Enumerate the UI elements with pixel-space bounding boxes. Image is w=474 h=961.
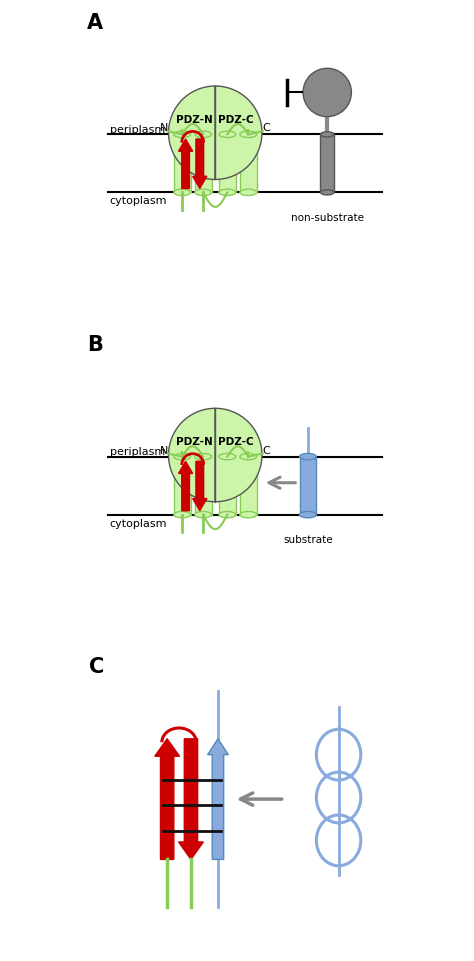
Ellipse shape [195, 512, 211, 518]
Ellipse shape [300, 512, 316, 518]
Ellipse shape [219, 190, 236, 196]
Text: PDZ-C: PDZ-C [219, 436, 254, 447]
Ellipse shape [195, 132, 211, 138]
Bar [195, 457, 211, 515]
Ellipse shape [174, 190, 191, 196]
Bar [300, 457, 316, 515]
Bar [219, 136, 236, 193]
Ellipse shape [219, 132, 236, 138]
Text: C: C [262, 445, 270, 456]
Wedge shape [215, 86, 262, 181]
FancyArrow shape [193, 462, 207, 511]
FancyArrow shape [179, 739, 203, 859]
Text: PDZ-C: PDZ-C [219, 114, 254, 125]
Ellipse shape [219, 512, 236, 518]
Ellipse shape [320, 190, 334, 196]
Ellipse shape [195, 454, 211, 460]
Text: C: C [90, 656, 105, 677]
Ellipse shape [300, 454, 316, 460]
Text: substrate: substrate [283, 534, 333, 544]
Text: N: N [160, 445, 169, 456]
Bar [195, 136, 211, 193]
Wedge shape [169, 86, 215, 181]
Text: PDZ-N: PDZ-N [176, 114, 213, 125]
Bar [174, 136, 191, 193]
Text: periplasm: periplasm [109, 446, 165, 456]
Bar [174, 457, 191, 515]
Ellipse shape [240, 512, 256, 518]
Ellipse shape [195, 190, 211, 196]
Ellipse shape [240, 190, 256, 196]
Text: cytoplasm: cytoplasm [109, 196, 167, 207]
Text: N: N [160, 123, 169, 134]
Ellipse shape [174, 512, 191, 518]
Text: cytoplasm: cytoplasm [109, 518, 167, 529]
Ellipse shape [219, 454, 236, 460]
Bar [240, 136, 256, 193]
Bar [219, 457, 236, 515]
Wedge shape [169, 408, 215, 503]
Circle shape [303, 69, 351, 117]
FancyArrow shape [155, 739, 180, 859]
Ellipse shape [240, 454, 256, 460]
FancyArrow shape [193, 140, 207, 189]
Wedge shape [215, 408, 262, 503]
Text: A: A [87, 12, 103, 33]
Text: C: C [262, 123, 270, 134]
Ellipse shape [174, 132, 191, 138]
FancyArrow shape [208, 739, 228, 859]
Ellipse shape [320, 133, 334, 137]
Text: B: B [87, 334, 103, 355]
Bar [240, 457, 256, 515]
FancyArrow shape [179, 462, 193, 511]
Text: PDZ-N: PDZ-N [176, 436, 213, 447]
Text: periplasm: periplasm [109, 124, 165, 135]
Text: non-substrate: non-substrate [291, 212, 364, 222]
FancyArrow shape [179, 140, 193, 189]
Ellipse shape [174, 454, 191, 460]
Bar [320, 136, 334, 193]
Ellipse shape [240, 132, 256, 138]
